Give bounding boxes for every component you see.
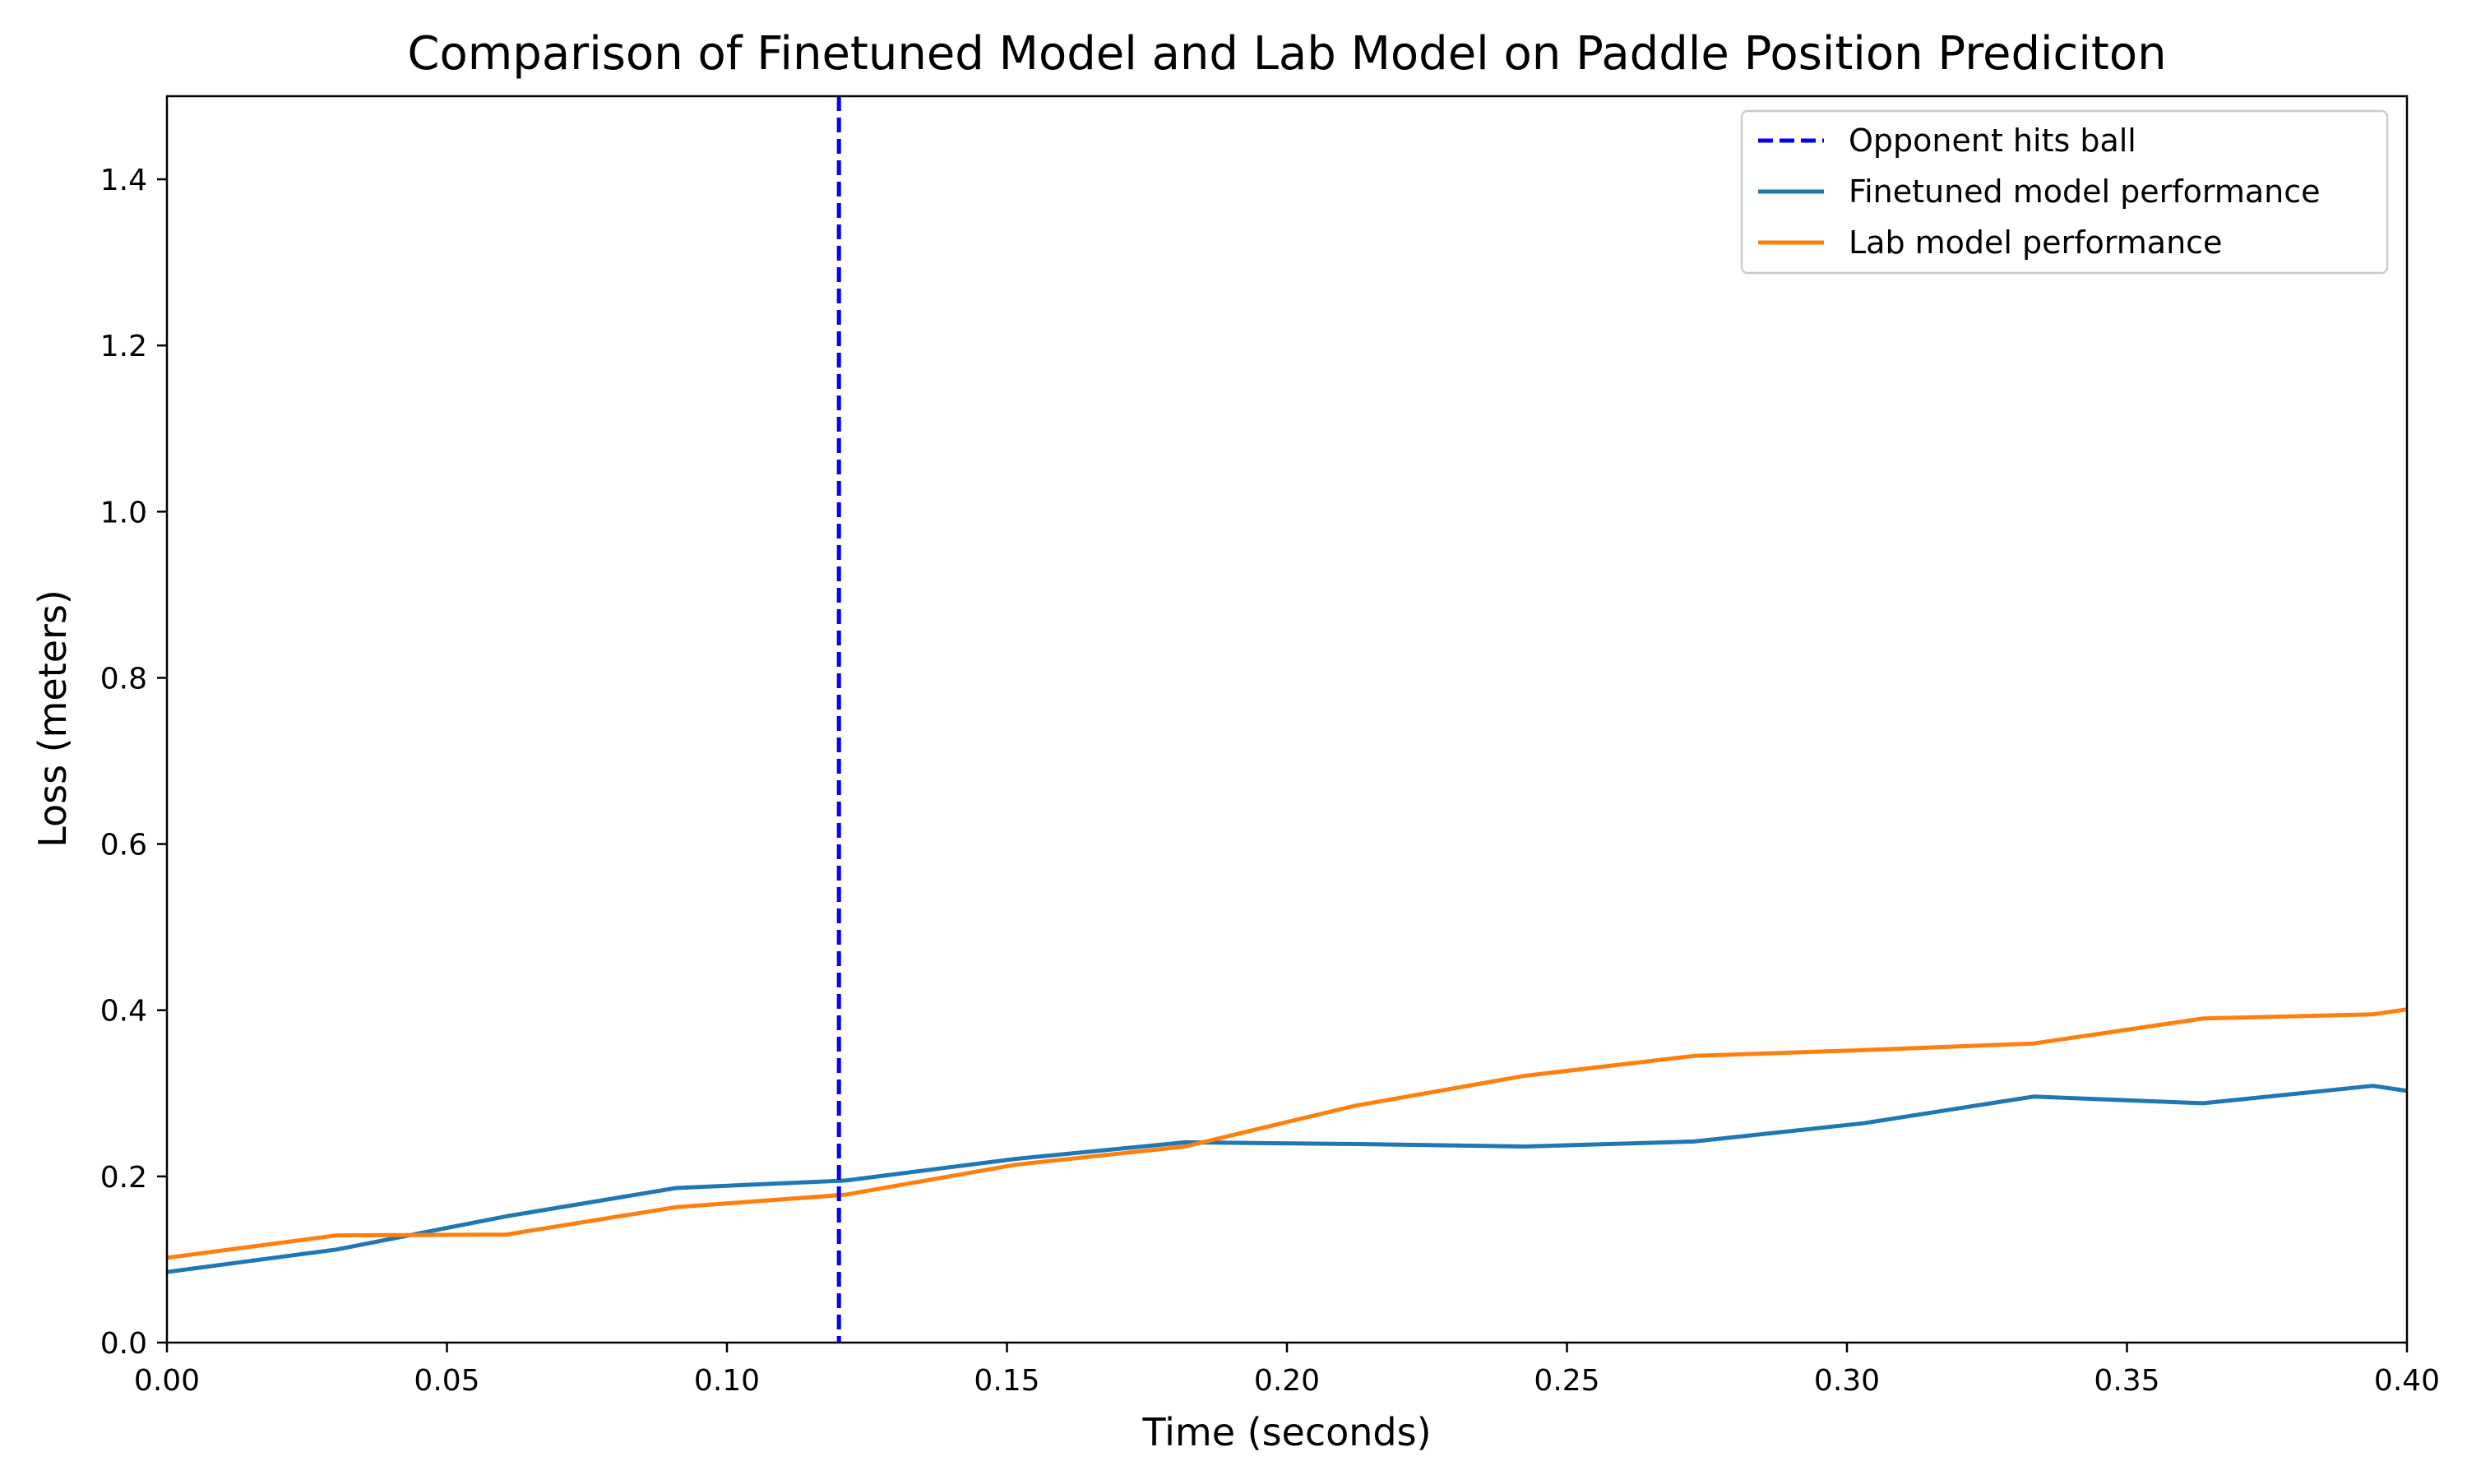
- legend-label-opponent-hits-ball: Opponent hits ball: [1849, 123, 2136, 159]
- x-tick-label: 0.15: [974, 1364, 1039, 1398]
- y-tick-label: 0.2: [100, 1161, 147, 1195]
- x-tick-label: 0.35: [2094, 1364, 2159, 1398]
- x-tick-label: 0.20: [1254, 1364, 1320, 1398]
- x-tick-label: 0.05: [414, 1364, 479, 1398]
- y-tick-label: 0.4: [100, 995, 147, 1029]
- legend-label-lab: Lab model performance: [1849, 224, 2222, 261]
- y-tick-label: 0.0: [100, 1327, 147, 1361]
- plot-area: 0.00 0.05 0.10 0.15 0.20 0.25 0.30 0.35 0.40 0.0 0…: [100, 95, 2440, 1398]
- x-tick-label: 0.00: [134, 1364, 200, 1398]
- legend-label-finetuned: Finetuned model performance: [1849, 173, 2321, 210]
- series-line-finetuned: [167, 1084, 2407, 1274]
- legend-box: [1740, 109, 2389, 275]
- y-tick-label: 0.6: [100, 829, 147, 862]
- x-tick-label: 0.10: [694, 1364, 760, 1398]
- y-tick-label: 1.2: [100, 330, 147, 363]
- chart-title: Comparison of Finetuned Model and Lab Mo…: [407, 27, 2166, 81]
- x-axis-label: Time (seconds): [1141, 1410, 1431, 1454]
- series-line-lab: [167, 1007, 2407, 1260]
- y-axis-label: Loss (meters): [30, 589, 75, 848]
- x-tick-label: 0.25: [1534, 1364, 1599, 1398]
- y-tick-label: 0.8: [100, 662, 147, 696]
- x-tick-label: 0.30: [1814, 1364, 1880, 1398]
- y-tick-label: 1.0: [100, 496, 147, 529]
- x-tick-label: 0.40: [2374, 1364, 2440, 1398]
- legend: Opponent hits ball Finetuned model perfor…: [1740, 109, 2389, 275]
- y-tick-label: 1.4: [100, 164, 147, 197]
